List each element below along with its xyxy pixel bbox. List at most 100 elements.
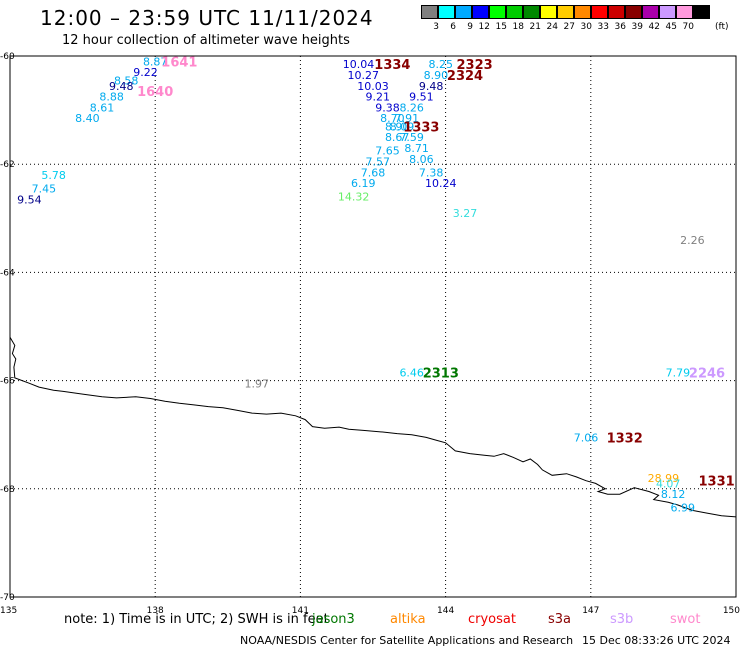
- colorbar-bin: 45: [659, 5, 677, 35]
- latitude-tick-label: -60: [0, 52, 15, 62]
- wave-height-value: 8.25: [429, 58, 454, 71]
- colorbar-swatch: [506, 5, 523, 19]
- wave-height-value: 4.07: [656, 477, 681, 490]
- colorbar-label: 6: [450, 22, 456, 32]
- colorbar-bin: 6: [438, 5, 456, 35]
- colorbar-swatch: [557, 5, 574, 19]
- longitude-tick-label: 141: [292, 606, 309, 616]
- wave-height-value: 6.99: [671, 502, 696, 515]
- pass-time-label: 1641: [161, 55, 197, 70]
- colorbar-bin: 15: [489, 5, 507, 35]
- wave-height-value: 8.90: [385, 120, 410, 133]
- pass-time-label: 1332: [607, 431, 643, 446]
- wave-height-value: 7.79: [666, 367, 691, 380]
- wave-height-value: 3.27: [453, 207, 478, 220]
- wave-height-value: 7.65: [375, 145, 400, 158]
- wave-height-value: 7.57: [366, 156, 391, 169]
- colorbar-label: 24: [546, 22, 558, 32]
- pass-time-label: 1331: [699, 475, 735, 490]
- wave-height-value: 7.91: [395, 112, 420, 125]
- colorbar-swatch: [659, 5, 676, 19]
- satellite-legend-item: cryosat: [468, 612, 516, 627]
- antarctic-coastline: [9, 337, 737, 518]
- latitude-tick-label: -70: [0, 593, 15, 603]
- wave-height-value: 2.26: [680, 234, 705, 247]
- wave-height-value: 8.06: [409, 153, 434, 166]
- colorbar-label: 9: [467, 22, 473, 32]
- colorbar-unit-label: (ft): [715, 22, 729, 32]
- wave-height-value: 8.67: [385, 131, 410, 144]
- wave-height-value: 5.78: [41, 169, 66, 182]
- colorbar-label: 21: [529, 22, 541, 32]
- colorbar-bin: 21: [523, 5, 541, 35]
- wave-height-value: 8.12: [661, 488, 686, 501]
- colorbar-label: 70: [682, 22, 694, 32]
- colorbar-bin: 70: [676, 5, 694, 35]
- colorbar-swatch: [455, 5, 472, 19]
- wave-height-value: 7.45: [32, 183, 57, 196]
- colorbar-swatch: [625, 5, 642, 19]
- colorbar-label: 18: [512, 22, 524, 32]
- wave-height-value: 14.32: [338, 191, 370, 204]
- wave-height-value: 9.51: [409, 91, 434, 104]
- wave-height-value: 10.04: [343, 58, 375, 71]
- colorbar-label: 36: [614, 22, 626, 32]
- wave-height-value: 8.40: [75, 112, 100, 125]
- wave-height-value: 6.46: [399, 367, 424, 380]
- wave-height-value: 9.38: [375, 101, 400, 114]
- pass-time-label: 2313: [423, 367, 459, 382]
- wave-height-value: 8.09: [390, 120, 415, 133]
- colorbar-swatch: [591, 5, 608, 19]
- colorbar-swatch: [693, 5, 710, 19]
- colorbar-swatch: [608, 5, 625, 19]
- wave-height-value: 9.21: [366, 91, 391, 104]
- footer-note: note: 1) Time is in UTC; 2) SWH is in fe…: [64, 612, 329, 627]
- latitude-tick-label: -68: [0, 485, 15, 495]
- colorbar-bin: 18: [506, 5, 524, 35]
- wave-height-value: 10.27: [348, 69, 380, 82]
- graticule: [10, 56, 736, 597]
- latitude-tick-label: -62: [0, 160, 15, 170]
- pass-time-label: 1334: [374, 58, 410, 73]
- latitude-tick-label: -64: [0, 268, 15, 278]
- wave-height-value: 28.99: [648, 472, 680, 485]
- satellite-legend-item: swot: [670, 612, 701, 627]
- colorbar-bin: 9: [455, 5, 473, 35]
- map-subtitle: 12 hour collection of altimeter wave hei…: [62, 33, 350, 48]
- wave-height-colorbar: 3 6 9 12 15 18 21 24 27 30 33 36 39 42 45 70: [421, 5, 711, 35]
- colorbar-bin: 27: [557, 5, 575, 35]
- pass-time-label: 2246: [689, 367, 725, 382]
- wave-height-value: 10.03: [357, 80, 389, 93]
- colorbar-swatch: [574, 5, 591, 19]
- map-title: 12:00 – 23:59 UTC 11/11/2024: [40, 6, 374, 30]
- colorbar-bin: 39: [625, 5, 643, 35]
- map-frame: [9, 55, 737, 598]
- colorbar-swatch: [489, 5, 506, 19]
- colorbar-swatch: [421, 5, 438, 19]
- pass-time-label: 2323: [457, 58, 493, 73]
- colorbar-bin: 12: [472, 5, 490, 35]
- colorbar-label: 15: [495, 22, 507, 32]
- wave-height-value: 8.87: [143, 55, 168, 68]
- colorbar-label: 30: [580, 22, 592, 32]
- colorbar-bin: 36: [608, 5, 626, 35]
- latitude-tick-label: -66: [0, 377, 15, 387]
- colorbar-label: 33: [597, 22, 609, 32]
- longitude-tick-label: 138: [147, 606, 164, 616]
- colorbar-label: 3: [433, 22, 439, 32]
- colorbar-swatch: [523, 5, 540, 19]
- pass-time-label: 1333: [403, 120, 439, 135]
- wave-height-value: 7.68: [361, 166, 386, 179]
- colorbar-bin: 42: [642, 5, 660, 35]
- longitude-tick-label: 150: [723, 606, 740, 616]
- wave-height-value: 8.70: [380, 112, 405, 125]
- wave-height-value: 8.88: [99, 91, 124, 104]
- wave-height-value: 10.24: [425, 177, 457, 190]
- wave-height-value: 9.22: [133, 66, 158, 79]
- satellite-legend-item: s3a: [548, 612, 572, 627]
- colorbar-bin: [693, 5, 711, 35]
- colorbar-swatch: [642, 5, 659, 19]
- longitude-tick-label: 147: [582, 606, 599, 616]
